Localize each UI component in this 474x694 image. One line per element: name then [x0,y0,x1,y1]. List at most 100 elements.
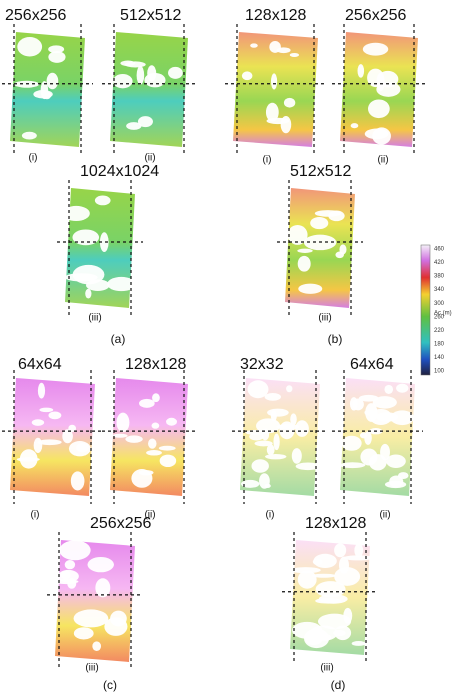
resolution-title: 128x128 [125,356,186,373]
void-blob [283,97,296,108]
void-blob [289,52,300,57]
void-blob [334,543,347,558]
void-blob [116,412,130,433]
void-blob [139,398,155,408]
void-blob [72,229,100,246]
void-blob [362,42,389,56]
void-blob [107,276,136,292]
void-blob [241,71,253,81]
colorbar-tick-label: 300 [434,301,445,307]
void-blob [384,384,394,395]
resolution-title: 128x128 [245,7,306,24]
void-blob [59,540,91,561]
void-blob [349,397,358,411]
map-image [110,32,188,147]
void-blob [287,224,308,245]
void-blob [158,445,176,451]
void-blob [380,443,390,461]
void-blob [350,123,359,129]
void-blob [152,393,160,403]
colorbar-title: Ac (m) [434,311,452,317]
colorbar-tick-label: 180 [434,341,445,347]
void-blob [266,444,275,456]
void-blob [67,578,77,589]
void-blob [86,279,110,291]
subfigure-label: (i) [31,510,40,521]
void-blob [138,469,154,476]
void-blob [265,454,287,460]
panel-label: (c) [103,678,117,692]
void-blob [264,483,271,489]
resolution-title: 1024x1024 [80,163,159,180]
void-blob [297,255,311,272]
void-blob [21,131,37,140]
void-blob [48,45,65,54]
void-blob [273,433,280,451]
colorbar-tick-label: 100 [434,369,445,375]
void-blob [85,288,92,299]
void-blob [37,439,62,446]
void-blob [312,573,336,578]
void-blob [151,422,160,429]
void-blob [124,61,146,68]
resolution-title: 128x128 [305,515,366,532]
colorbar-tick-label: 420 [434,260,445,266]
subfigure-label: (iii) [318,313,331,324]
void-blob [166,417,178,426]
void-blob [137,116,153,128]
panel-label: (a) [111,332,126,346]
colorbar [420,244,431,376]
subfigure-label: (i) [263,155,272,166]
void-blob [364,409,376,416]
colorbar-tick-label: 260 [434,314,445,320]
void-blob [310,216,329,230]
void-blob [377,70,399,88]
colorbar-tick-label: 140 [434,355,445,361]
void-blob [295,420,309,437]
void-blob [317,613,352,630]
void-blob [73,609,109,628]
resolution-title: 64x64 [350,356,394,373]
void-blob [250,43,258,48]
void-blob [46,72,59,90]
void-blob [125,435,143,443]
void-blob [372,396,397,409]
void-blob [303,628,330,649]
void-blob [297,248,313,253]
void-blob [328,210,345,222]
resolution-title: 512x512 [120,7,181,24]
subfigure-label: (ii) [377,155,388,166]
resolution-title: 256x256 [5,7,66,24]
void-blob [315,581,346,598]
void-blob [37,382,46,399]
subfigure-label: (i) [29,153,38,164]
void-blob [99,232,109,253]
void-blob [126,122,142,130]
void-blob [295,462,321,471]
void-blob [48,51,66,63]
resolution-title: 512x512 [290,163,351,180]
void-blob [33,90,53,99]
void-blob [290,567,321,574]
void-blob [389,475,404,488]
void-blob [286,385,293,393]
colorbar-tick-label: 220 [434,328,445,334]
void-blob [240,479,260,488]
void-blob [62,205,90,222]
colorbar-tick-label: 380 [434,274,445,280]
void-blob [48,411,62,420]
void-blob [254,440,273,447]
void-blob [372,127,391,145]
void-blob [291,448,302,464]
subfigure-label: (iii) [320,663,333,674]
resolution-title: 256x256 [345,7,406,24]
void-blob [342,555,374,561]
void-blob [390,410,415,426]
void-blob [31,419,45,426]
void-blob [76,443,89,453]
void-blob [256,418,281,434]
colorbar-tick-label: 340 [434,287,445,293]
void-blob [112,73,133,89]
void-blob [110,610,127,627]
